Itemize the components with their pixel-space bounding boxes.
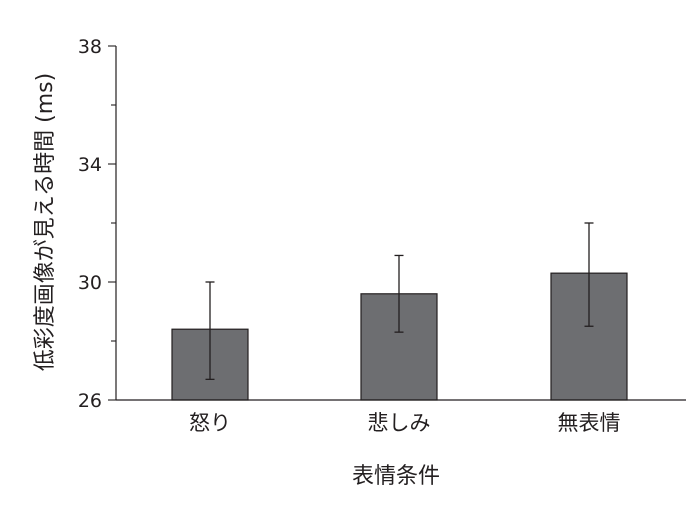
x-tick-label-1: 怒り: [189, 411, 231, 435]
error-bars-layer: [205, 222, 594, 381]
error-bar-3: [584, 222, 594, 327]
error-bar-1: [205, 281, 215, 381]
y-tick-label-26: 26: [78, 390, 102, 412]
x-tick-labels-layer: 怒り 悲しみ 無表情: [189, 411, 621, 435]
x-axis-title: 表情条件: [352, 464, 440, 489]
y-tick-label-30: 30: [78, 272, 102, 294]
y-tick-label-34: 34: [78, 154, 102, 176]
x-tick-label-3: 無表情: [558, 411, 621, 435]
y-ticks-layer: 26 30 34 38: [78, 36, 116, 412]
x-tick-label-2: 悲しみ: [368, 411, 431, 435]
error-bar-2: [394, 254, 404, 333]
y-axis-title: 低彩度画像が見える時間 (ms): [33, 73, 58, 371]
y-tick-label-38: 38: [78, 36, 102, 58]
